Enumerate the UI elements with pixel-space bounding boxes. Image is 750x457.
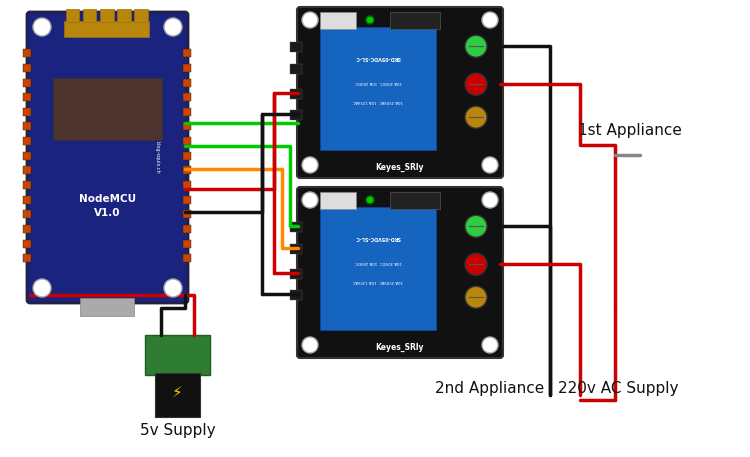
Bar — [23, 166, 31, 175]
Bar — [183, 108, 191, 116]
Text: 10A 30VDC  10A 28VDC: 10A 30VDC 10A 28VDC — [355, 260, 401, 264]
Bar — [320, 207, 436, 330]
Bar — [183, 64, 191, 72]
Bar — [183, 93, 191, 101]
Text: SRD-05VDC-SL-C: SRD-05VDC-SL-C — [356, 235, 401, 240]
Bar — [53, 78, 162, 140]
Circle shape — [465, 73, 487, 95]
Bar — [23, 93, 31, 101]
Bar — [154, 373, 200, 417]
Circle shape — [482, 157, 498, 173]
Text: 10A 30VDC  10A 28VDC: 10A 30VDC 10A 28VDC — [355, 80, 401, 84]
Text: Keyes_SRly: Keyes_SRly — [376, 162, 424, 171]
Bar — [23, 79, 31, 86]
Bar — [183, 166, 191, 175]
Bar — [134, 9, 148, 22]
Text: 10A 250VAC  10A 125VAC: 10A 250VAC 10A 125VAC — [352, 279, 404, 283]
FancyBboxPatch shape — [297, 7, 503, 178]
Bar — [23, 225, 31, 233]
FancyBboxPatch shape — [297, 187, 503, 358]
Circle shape — [33, 18, 51, 36]
Bar — [23, 255, 31, 262]
Text: SRD-05VDC-SL-C: SRD-05VDC-SL-C — [356, 55, 401, 60]
Text: 10A 250VAC  10A 125VAC: 10A 250VAC 10A 125VAC — [352, 99, 404, 103]
Bar — [100, 9, 113, 22]
Bar — [390, 12, 440, 28]
Bar — [117, 9, 130, 22]
Circle shape — [164, 279, 182, 297]
Bar — [320, 27, 436, 150]
Bar — [183, 137, 191, 145]
Bar — [183, 225, 191, 233]
Bar — [290, 290, 302, 300]
Bar — [23, 49, 31, 57]
Bar — [183, 122, 191, 131]
Bar — [290, 89, 302, 99]
Circle shape — [482, 12, 498, 28]
Circle shape — [465, 35, 487, 57]
Bar — [23, 240, 31, 248]
Bar — [320, 12, 356, 28]
Bar — [64, 21, 149, 37]
Bar — [183, 181, 191, 189]
Text: 1st Appliance: 1st Appliance — [578, 122, 682, 138]
Bar — [23, 64, 31, 72]
Bar — [23, 122, 31, 131]
Bar — [23, 137, 31, 145]
Bar — [23, 108, 31, 116]
Bar — [183, 255, 191, 262]
Bar — [183, 79, 191, 86]
Circle shape — [164, 18, 182, 36]
Bar — [183, 152, 191, 160]
Bar — [290, 43, 302, 52]
Bar — [290, 244, 302, 254]
Circle shape — [465, 215, 487, 237]
Bar — [290, 222, 302, 232]
Bar — [23, 181, 31, 189]
Bar — [290, 64, 302, 74]
Circle shape — [33, 279, 51, 297]
Circle shape — [465, 286, 487, 308]
Bar — [183, 210, 191, 218]
Bar — [320, 192, 356, 208]
Bar — [82, 9, 97, 22]
Bar — [390, 192, 440, 208]
Bar — [145, 335, 210, 375]
Bar — [183, 240, 191, 248]
Circle shape — [302, 337, 318, 353]
Text: Keyes_SRly: Keyes_SRly — [376, 342, 424, 351]
Circle shape — [302, 12, 318, 28]
Bar — [23, 196, 31, 204]
Text: 2nd Appliance: 2nd Appliance — [435, 381, 544, 395]
Text: 5v Supply: 5v Supply — [140, 423, 216, 437]
Text: 220v AC Supply: 220v AC Supply — [558, 381, 678, 395]
Bar — [183, 49, 191, 57]
Text: blog-squix.ch: blog-squix.ch — [154, 141, 160, 174]
Circle shape — [465, 253, 487, 275]
Circle shape — [366, 16, 374, 24]
FancyBboxPatch shape — [27, 12, 188, 303]
Circle shape — [482, 192, 498, 208]
Text: NodeMCU
V1.0: NodeMCU V1.0 — [79, 194, 136, 218]
Text: ⚡: ⚡ — [172, 385, 183, 400]
Bar — [66, 9, 80, 22]
Bar — [290, 110, 302, 120]
Bar — [23, 210, 31, 218]
Bar — [80, 298, 134, 316]
Bar — [290, 269, 302, 278]
Circle shape — [302, 157, 318, 173]
Circle shape — [482, 337, 498, 353]
Circle shape — [302, 192, 318, 208]
Bar — [23, 152, 31, 160]
Circle shape — [366, 196, 374, 204]
Circle shape — [465, 106, 487, 128]
Bar — [183, 196, 191, 204]
